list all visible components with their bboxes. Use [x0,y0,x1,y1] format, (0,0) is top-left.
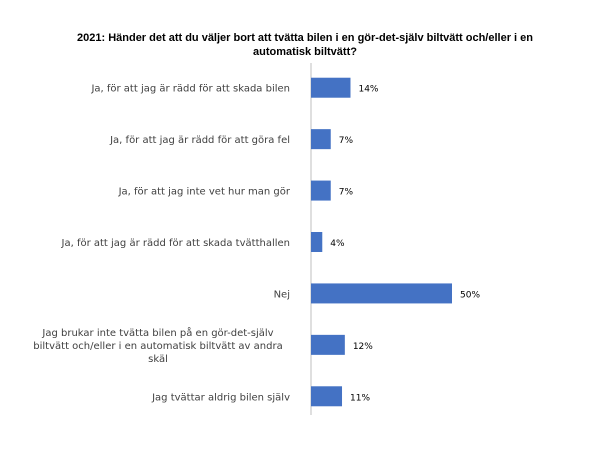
category-label-7: Jag tvättar aldrig bilen själv [151,392,290,403]
data-labels: 14% 7% 7% 4% 50% 12% 11% [330,85,480,404]
category-labels: Ja, för att jag är rädd för att skada bi… [33,84,291,404]
data-label-7: 11% [350,393,370,403]
category-label-4: Ja, för att jag är rädd för att skada tv… [61,238,290,249]
category-label-5: Nej [274,289,290,300]
bars [311,77,452,407]
category-label-1: Ja, för att jag är rädd för att skada bi… [90,84,290,95]
category-label-6-line-1: Jag brukar inte tvätta bilen på en gör-d… [41,326,273,339]
category-label-2: Ja, för att jag är rädd för att göra fel [109,135,290,146]
data-label-6: 12% [353,342,373,352]
bar-2 [311,129,331,150]
chart-title: 2021: Händer det att du väljer bort att … [77,32,533,58]
chart-title-line-2: automatisk biltvätt? [253,46,357,58]
bar-3 [311,180,331,201]
bar-6 [311,334,345,355]
data-label-5: 50% [460,290,480,300]
bar-5 [311,283,452,304]
data-label-4: 4% [330,239,345,249]
bar-4 [311,232,323,252]
bar-7 [311,386,343,407]
data-label-2: 7% [339,136,354,146]
data-label-1: 14% [358,85,378,95]
category-label-6-line-3: skäl [148,354,168,365]
bar-1 [311,77,351,98]
category-label-6-line-2: biltvätt och/eller i en automatisk biltv… [33,341,282,352]
data-label-3: 7% [339,188,354,198]
category-label-3: Ja, för att jag inte vet hur man gör [118,187,291,198]
chart-title-line-1: 2021: Händer det att du väljer bort att … [77,32,533,44]
